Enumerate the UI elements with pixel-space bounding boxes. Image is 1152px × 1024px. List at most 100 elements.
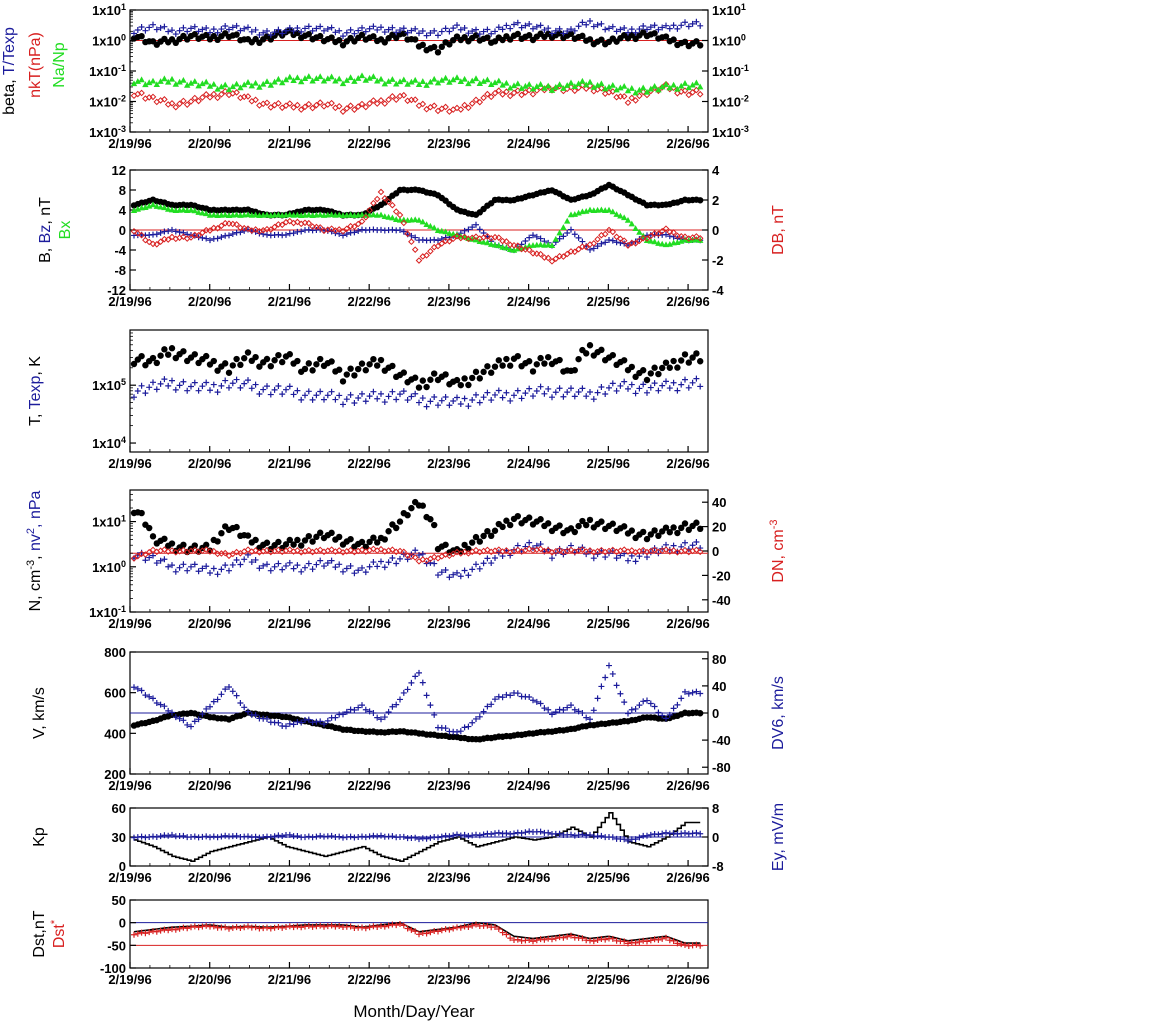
data-point (583, 393, 590, 400)
data-point (415, 384, 423, 391)
data-point (210, 547, 218, 555)
left-tick-label: -4 (114, 243, 126, 258)
data-point (324, 923, 331, 930)
data-point (457, 573, 464, 580)
data-point (541, 84, 548, 91)
data-point (324, 717, 331, 724)
data-point (146, 929, 153, 936)
data-point (305, 211, 312, 218)
data-point (188, 25, 194, 32)
data-point (514, 546, 522, 554)
x-tick-label: 2/21/96 (268, 456, 311, 471)
data-point (632, 939, 639, 946)
data-point (606, 662, 612, 669)
data-point (525, 246, 533, 254)
data-point (279, 832, 286, 839)
data-point (142, 27, 149, 34)
data-point (225, 220, 233, 227)
data-point (362, 398, 369, 405)
data-point (659, 240, 666, 247)
data-point (628, 363, 635, 371)
left-tick-label: 30 (112, 830, 126, 845)
data-point (359, 564, 365, 571)
data-point (347, 365, 354, 372)
data-point (590, 707, 597, 714)
data-point (586, 206, 594, 213)
data-point (286, 383, 293, 390)
data-point (416, 836, 422, 843)
x-tick-label: 2/25/96 (587, 294, 630, 309)
data-point (138, 929, 145, 936)
data-point (233, 548, 240, 556)
data-point (214, 389, 221, 396)
data-point (431, 224, 438, 231)
data-point (161, 926, 168, 933)
x-tick-label: 2/23/96 (427, 972, 470, 987)
data-point (332, 714, 339, 721)
data-point (449, 235, 457, 243)
data-point (476, 98, 484, 106)
data-point (670, 229, 677, 236)
data-point (260, 386, 267, 393)
data-point (241, 81, 248, 88)
data-point (678, 22, 685, 29)
data-point (663, 22, 669, 29)
data-point (290, 77, 297, 84)
data-point (252, 353, 259, 361)
series-kp (134, 812, 701, 862)
data-point (655, 831, 662, 838)
data-point (362, 925, 369, 932)
data-point (639, 546, 647, 554)
data-point (685, 84, 692, 91)
data-point (313, 533, 320, 541)
data-point (279, 30, 286, 37)
data-point (191, 718, 198, 725)
data-point (161, 204, 168, 211)
data-point (435, 572, 441, 579)
data-point (419, 502, 426, 509)
data-point (568, 831, 574, 838)
data-point (571, 83, 578, 90)
data-point (457, 381, 464, 389)
data-point (503, 88, 510, 96)
data-point (594, 235, 601, 243)
data-point (283, 562, 289, 569)
data-point (510, 89, 518, 97)
data-point (370, 388, 377, 395)
data-point (359, 226, 365, 233)
data-point (495, 387, 502, 394)
data-point (264, 383, 270, 390)
data-point (374, 395, 381, 402)
data-point (278, 104, 286, 112)
data-point (161, 235, 168, 243)
data-point (552, 83, 559, 90)
data-point (598, 80, 605, 87)
data-point (161, 75, 168, 82)
data-point (484, 26, 491, 33)
data-point (161, 556, 168, 563)
data-point (465, 226, 472, 233)
data-point (613, 28, 620, 35)
data-point (222, 211, 229, 218)
data-point (412, 216, 419, 223)
data-point (275, 538, 282, 546)
data-point (404, 925, 411, 932)
data-point (157, 203, 164, 210)
data-point (332, 77, 339, 84)
data-point (169, 226, 175, 233)
data-point (393, 29, 400, 36)
data-point (317, 529, 324, 536)
data-point (298, 78, 305, 85)
data-point (271, 223, 278, 231)
series-texp (131, 375, 704, 410)
data-point (453, 376, 461, 384)
data-point (473, 561, 479, 568)
panel-beta: 1x10-31x10-21x10-11x1001x1011x10-31x10-2… (1, 2, 749, 151)
data-point (484, 363, 491, 370)
data-point (647, 531, 654, 538)
left-tick-label: 1x101 (92, 2, 126, 18)
data-point (199, 80, 206, 87)
data-point (164, 236, 172, 243)
x-tick-label: 2/20/96 (188, 456, 231, 471)
data-point (245, 24, 251, 31)
